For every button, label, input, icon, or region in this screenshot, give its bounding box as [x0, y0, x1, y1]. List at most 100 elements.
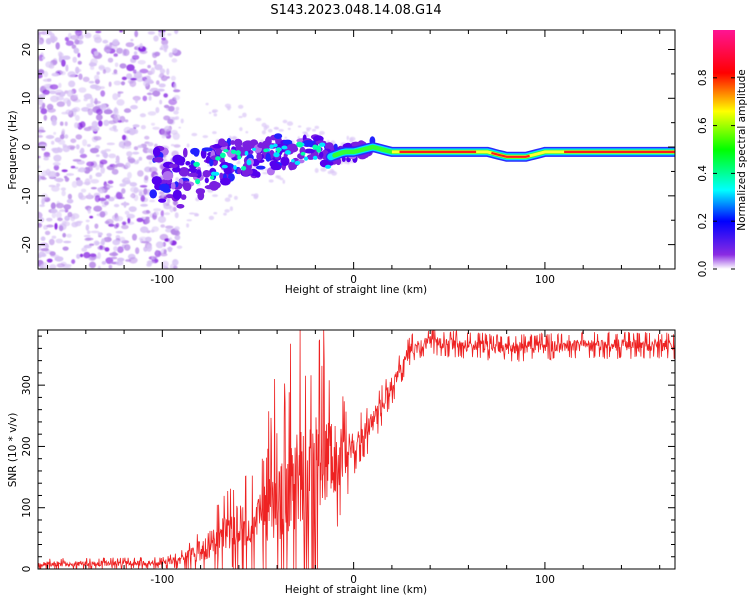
- noise-cell: [65, 40, 74, 46]
- ridge-core: [291, 159, 295, 163]
- noise-cell: [164, 212, 171, 216]
- noise-cell: [43, 70, 49, 78]
- noise-cell: [175, 177, 180, 182]
- noise-cell: [115, 216, 124, 222]
- noise-cell: [85, 219, 90, 223]
- x-tick-label: 100: [535, 274, 555, 286]
- noise-cell: [140, 195, 146, 202]
- noise-cell: [56, 211, 62, 219]
- noise-cell: [135, 247, 140, 255]
- ridge-core: [241, 166, 247, 171]
- ridge-core: [303, 156, 309, 161]
- ridge-core: [193, 161, 200, 167]
- noise-cell: [123, 126, 132, 134]
- ridge-blob: [201, 147, 213, 152]
- ridge-blob: [162, 171, 174, 181]
- noise-cell: [262, 172, 269, 175]
- noise-cell: [79, 195, 86, 201]
- ridge-blob: [170, 182, 176, 190]
- noise-cell: [89, 174, 93, 180]
- noise-cell: [113, 164, 118, 168]
- noise-cell: [159, 68, 166, 74]
- ridge-blob: [168, 163, 178, 168]
- noise-cell: [119, 63, 127, 69]
- noise-cell: [99, 211, 106, 218]
- x-tick-label: 0: [350, 574, 357, 586]
- colorbar-label: Normalized spectral amplitude: [736, 69, 748, 230]
- ridge-blob: [166, 194, 174, 199]
- noise-cell: [116, 47, 124, 54]
- noise-cell: [136, 75, 144, 82]
- noise-cell: [242, 112, 247, 118]
- y-tick-label: -10: [21, 187, 33, 204]
- noise-cell: [108, 264, 113, 269]
- ridge-blob: [187, 172, 199, 177]
- noise-cell: [153, 208, 162, 212]
- noise-cell: [80, 147, 85, 154]
- noise-cell: [213, 113, 218, 117]
- noise-cell: [97, 252, 101, 260]
- figure-title: S143.2023.048.14.08.G14: [270, 3, 441, 18]
- ridge-core: [220, 152, 226, 159]
- noise-cell: [96, 71, 100, 75]
- noise-cell: [94, 74, 100, 81]
- noise-cell: [211, 109, 219, 113]
- noise-cell: [213, 212, 218, 215]
- noise-cell: [95, 154, 100, 157]
- noise-cell: [302, 131, 308, 134]
- noise-cell: [191, 132, 198, 137]
- ridge-blob: [197, 191, 205, 201]
- ridge-core: [235, 150, 241, 156]
- noise-cell: [306, 127, 312, 130]
- noise-cell: [154, 64, 163, 71]
- ridge-blob: [185, 161, 191, 166]
- noise-cell: [83, 251, 91, 259]
- noise-cell: [176, 245, 183, 249]
- noise-cell: [70, 35, 79, 40]
- noise-cell: [96, 108, 103, 115]
- noise-cell: [147, 142, 154, 147]
- noise-cell: [70, 146, 75, 151]
- noise-cell: [38, 211, 43, 219]
- noise-cell: [158, 74, 163, 78]
- noise-cell: [162, 265, 167, 269]
- noise-cell: [111, 168, 119, 175]
- noise-cell: [123, 144, 132, 149]
- noise-cell: [122, 177, 131, 185]
- noise-cell: [55, 238, 63, 244]
- noise-cell: [83, 244, 92, 249]
- noise-cell: [113, 69, 118, 74]
- ridge-blob: [243, 140, 253, 146]
- noise-cell: [148, 166, 158, 173]
- noise-cell: [77, 52, 81, 58]
- noise-cell: [39, 264, 44, 269]
- noise-cell: [46, 258, 53, 263]
- noise-cell: [136, 217, 144, 223]
- colorbar-ticks: 0.0 0.2 0.4 0.6 0.8: [697, 69, 735, 277]
- noise-cell: [130, 194, 135, 198]
- ridge-blob: [265, 152, 271, 162]
- noise-cell: [112, 93, 119, 101]
- noise-cell: [175, 106, 180, 111]
- noise-cell: [61, 190, 66, 197]
- noise-cell: [90, 58, 98, 65]
- noise-cell: [174, 226, 180, 231]
- noise-cell: [284, 136, 288, 139]
- noise-cell: [94, 223, 99, 229]
- noise-cell: [102, 39, 109, 44]
- noise-cell: [159, 47, 163, 50]
- noise-cell: [53, 131, 57, 135]
- noise-cell: [61, 59, 66, 67]
- spectrogram-xlabel: Height of straight line (km): [285, 284, 427, 296]
- noise-cell: [66, 198, 74, 204]
- noise-cell: [78, 87, 87, 93]
- noise-cell: [145, 236, 152, 243]
- noise-cell: [282, 179, 286, 184]
- noise-cell: [44, 230, 51, 236]
- noise-cell: [212, 131, 217, 135]
- noise-cell: [54, 89, 64, 96]
- ridge-blob: [172, 154, 184, 164]
- noise-cell: [100, 103, 107, 111]
- noise-cell: [139, 191, 143, 197]
- noise-cell: [83, 234, 91, 238]
